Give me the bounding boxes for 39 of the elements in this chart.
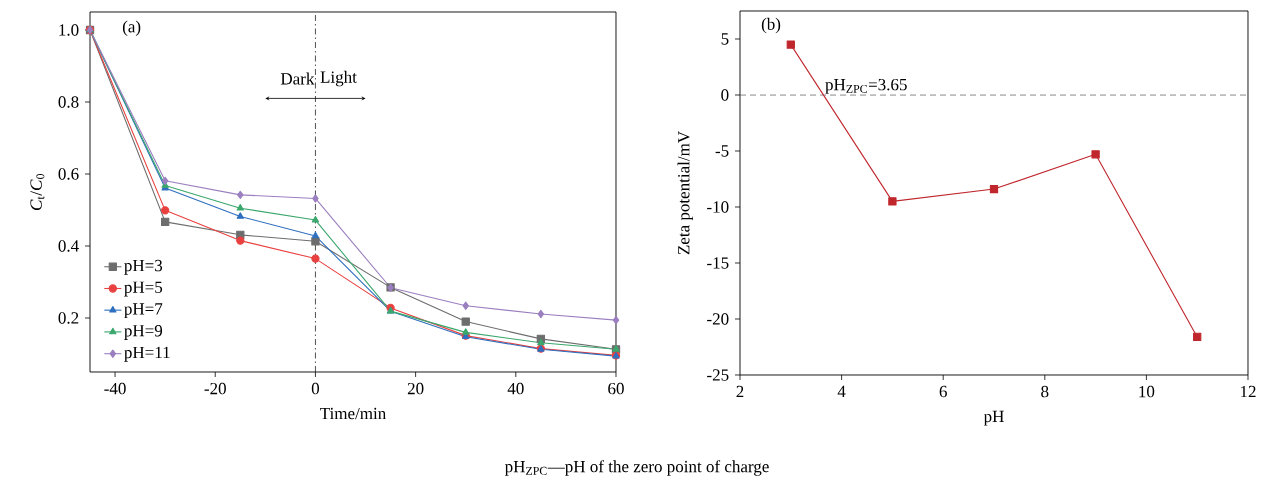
annotation: (a) <box>122 20 141 36</box>
x-tick-label: 0 <box>311 382 320 395</box>
x-tick-label: 60 <box>608 382 624 395</box>
x-tick-label: 6 <box>939 385 947 398</box>
annotation: (b) <box>761 17 781 34</box>
y-tick-label: 1.0 <box>59 24 79 36</box>
annotation: Light <box>320 70 357 87</box>
x-tick-label: -40 <box>104 382 126 395</box>
y-tick-label: 0.4 <box>58 240 79 252</box>
y-tick-label: 0 <box>721 89 729 101</box>
x-tick-label: 40 <box>507 382 524 395</box>
x-tick-label: 8 <box>1041 385 1049 398</box>
y-tick-label: -25 <box>707 369 729 381</box>
y-tick-label: 0.2 <box>58 312 79 324</box>
y-tick-label: -10 <box>707 201 729 213</box>
annotation: Dark <box>280 72 315 85</box>
y-tick-label: -5 <box>715 145 729 157</box>
x-axis-title: pH <box>983 410 1004 426</box>
x-tick-label: -20 <box>204 382 226 395</box>
legend-label: pH=3 <box>124 259 163 275</box>
legend-label: pH=9 <box>124 325 163 340</box>
annotation: pH$_{ZPC}$=3.65 <box>825 78 907 94</box>
y-axis-title: C$_{t}$/C$_{0}$ <box>30 173 45 211</box>
legend-label: pH=11 <box>124 346 170 362</box>
legend-label: pH=7 <box>124 303 163 319</box>
x-tick-label: 2 <box>736 385 744 398</box>
x-tick-label: 4 <box>837 385 846 398</box>
y-tick-label: -20 <box>707 313 729 325</box>
y-tick-label: -15 <box>707 257 729 269</box>
legend-label: pH=5 <box>124 281 163 297</box>
y-axis-title: Zeta potential/mV <box>677 131 693 255</box>
x-tick-label: 12 <box>1240 385 1256 398</box>
x-tick-label: 20 <box>407 382 424 395</box>
y-tick-label: 0.8 <box>58 96 79 108</box>
text: pH$_{ZPC}$—pH of the zero point of charge <box>504 460 769 476</box>
x-tick-label: 10 <box>1139 385 1155 398</box>
y-tick-label: 0.6 <box>58 168 79 180</box>
x-axis-title: Time/min <box>320 407 386 420</box>
y-tick-label: 5 <box>721 33 729 45</box>
